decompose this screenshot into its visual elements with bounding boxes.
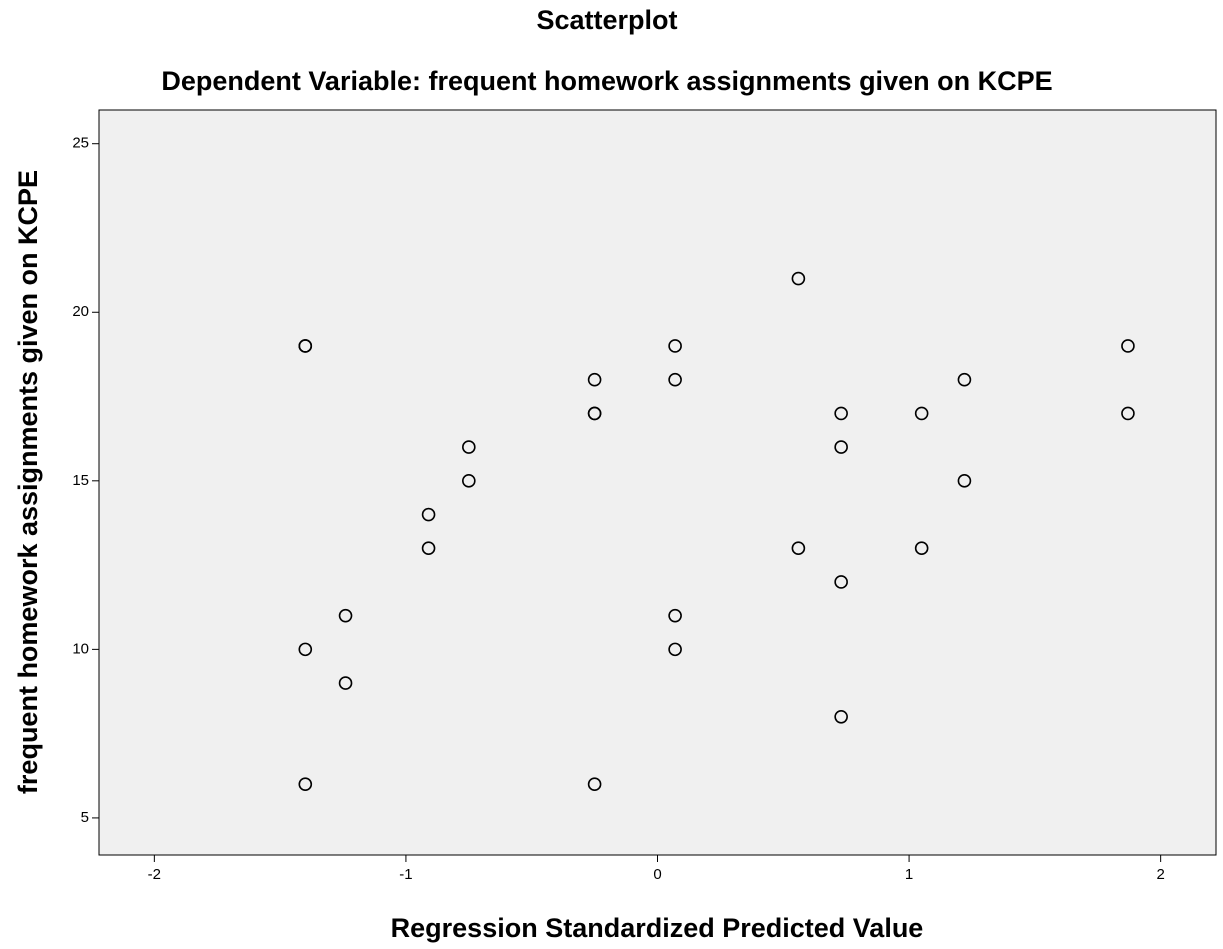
y-tick-label: 20 <box>72 303 89 320</box>
x-tick-label: 1 <box>905 866 913 883</box>
point <box>462 440 476 454</box>
point <box>914 541 929 556</box>
point <box>957 474 972 488</box>
y-axis-label: frequent homework assignments given on K… <box>13 170 43 794</box>
point <box>421 507 436 522</box>
point <box>421 541 436 556</box>
point <box>668 608 682 623</box>
x-axis-label: Regression Standardized Predicted Value <box>391 913 924 943</box>
point <box>834 575 848 589</box>
chart-subtitle: Dependent Variable: frequent homework as… <box>161 66 1052 96</box>
point <box>587 372 602 387</box>
point <box>587 777 602 792</box>
point <box>791 271 806 286</box>
point <box>462 474 476 488</box>
point <box>298 642 313 657</box>
point <box>668 372 682 387</box>
chart-title: Scatterplot <box>536 5 677 35</box>
y-tick-label: 25 <box>72 135 89 152</box>
point <box>298 777 313 792</box>
y-tick-label: 15 <box>72 472 89 489</box>
plot-area <box>98 109 1217 856</box>
point <box>668 339 682 353</box>
point <box>668 642 682 657</box>
y-tick-label: 5 <box>81 809 89 826</box>
point <box>914 406 929 421</box>
point <box>338 608 353 623</box>
x-tick-label: 2 <box>1156 866 1164 883</box>
point <box>834 406 848 421</box>
point <box>1121 406 1135 421</box>
y-tick-label: 10 <box>72 640 89 657</box>
point <box>587 406 602 421</box>
x-tick-label: -2 <box>148 866 161 883</box>
point <box>298 339 313 353</box>
point <box>834 709 848 724</box>
x-tick-label: -1 <box>399 866 412 883</box>
point <box>338 676 353 690</box>
x-tick-label: 0 <box>653 866 661 883</box>
point <box>1121 339 1135 353</box>
point <box>791 541 806 556</box>
point <box>957 372 972 387</box>
point <box>834 440 848 454</box>
